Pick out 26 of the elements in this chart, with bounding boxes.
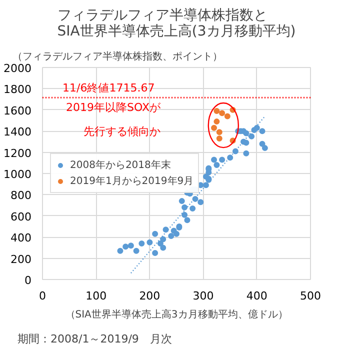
y-tick-label: 1200 xyxy=(4,146,32,160)
text: 期間：2008/1～2019/9 月次 xyxy=(18,332,172,346)
y-tick-label: 0 xyxy=(24,274,32,287)
x-tick-label: 200 xyxy=(139,290,160,302)
y-tick-label: 800 xyxy=(10,189,32,202)
y-tick-label: 1400 xyxy=(4,126,32,139)
y-tick-label: 400 xyxy=(10,232,32,245)
annotation: 先行する傾向か xyxy=(84,125,160,138)
y-tick-label: 200 xyxy=(10,252,32,266)
legend-label: 2008年から2018年末 xyxy=(70,158,171,172)
y-tick-label: 1800 xyxy=(4,83,32,96)
x-tick-label: 400 xyxy=(246,290,268,302)
x-axis-title: （SIA世界半導体売上高3カ月移動平均、億ドル） xyxy=(65,308,288,320)
y-tick-label: 600 xyxy=(10,210,32,224)
legend-label: 2019年1月から2019年9月 xyxy=(70,175,194,188)
x-tick-label: 100 xyxy=(86,290,107,302)
ref-line-label: 11/6終値1715.67 xyxy=(62,82,155,95)
x-tick-label: 500 xyxy=(300,290,321,302)
y-tick-label: 1000 xyxy=(4,168,32,181)
y-tick-label: 1600 xyxy=(4,104,32,118)
y-axis-title: （フィラデルフィア半導体株指数、ポイント） xyxy=(12,50,222,62)
annotation: 2019年以降SOXが xyxy=(66,101,162,114)
y-tick-label: 2000 xyxy=(4,62,32,75)
x-tick-label: 300 xyxy=(192,290,214,302)
x-tick-label: 0 xyxy=(39,290,46,302)
chart-title: フィラデルフィア半導体株指数と SIA世界半導体売上高(3カ月移動平均) xyxy=(57,8,296,40)
